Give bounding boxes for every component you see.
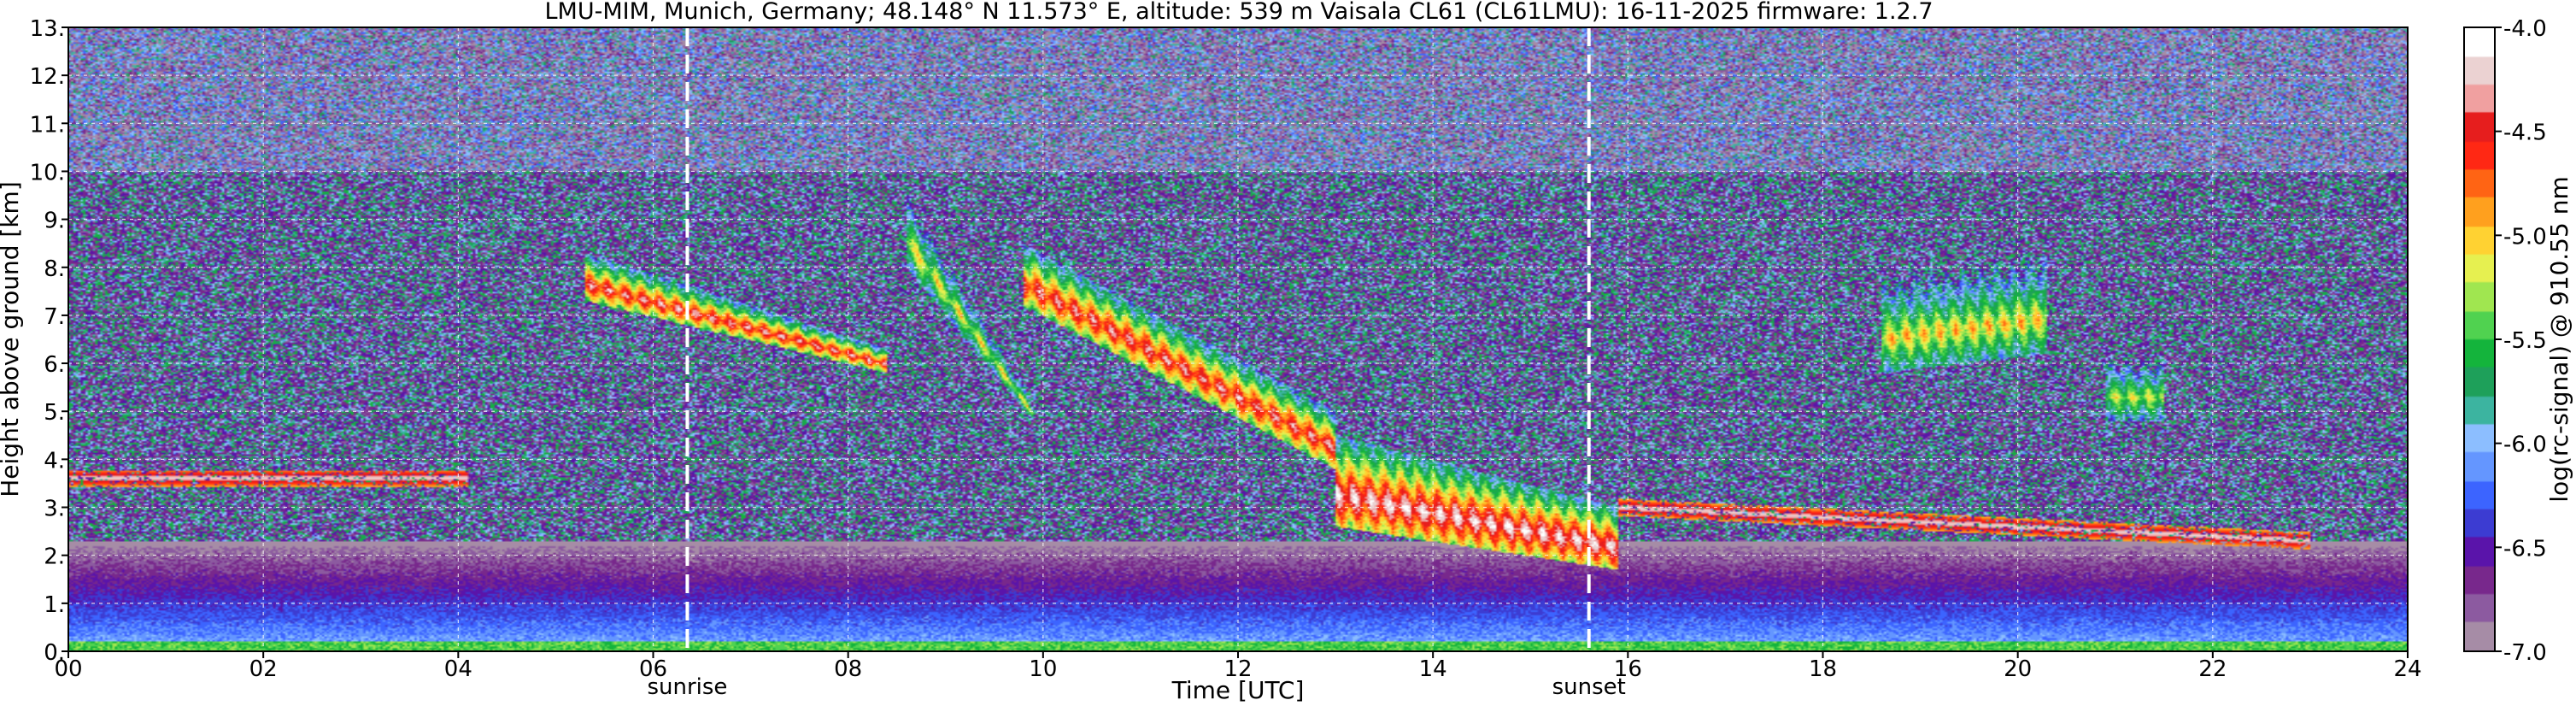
y-tick-label: 11. [30, 112, 65, 138]
x-tick-label: 08 [834, 656, 862, 682]
y-tick-label: 12. [30, 64, 65, 90]
x-tick-label: 22 [2198, 656, 2227, 682]
colorbar-tick-label: -5.5 [2503, 328, 2547, 354]
colorbar: -4.0 -4.5 -5.0 -5.5 -6.0 -6.5 -7.0 [2463, 16, 2547, 666]
chart-title: LMU-MIM, Munich, Germany; 48.148° N 11.5… [544, 0, 1933, 25]
sun-markers [685, 27, 1591, 651]
colorbar-tick-label: -6.5 [2503, 536, 2547, 562]
y-tick-label: 3. [44, 497, 65, 522]
x-axis-label: Time [UTC] [1171, 676, 1305, 704]
plot-area [67, 26, 2409, 652]
x-tick-label: 02 [249, 656, 278, 682]
sun-marker-labels: sunrise sunset [647, 674, 1625, 700]
y-tick-label: 4. [44, 448, 65, 474]
y-tick-label: 0. [44, 640, 65, 666]
y-tick-label: 2. [44, 544, 65, 570]
x-tick-label: 14 [1419, 656, 1447, 682]
grid-lines [68, 27, 2408, 651]
x-tick-label: 04 [444, 656, 472, 682]
x-tick-label: 18 [1809, 656, 1837, 682]
y-tick-label: 1. [44, 592, 65, 618]
backscatter-heatmap [68, 27, 2408, 651]
colorbar-tick-label: -7.0 [2503, 640, 2547, 666]
y-tick-label: 6. [44, 352, 65, 378]
y-tick-label: 5. [44, 400, 65, 426]
colorbar-tick-label: -6.0 [2503, 432, 2547, 458]
x-tick-label: 16 [1614, 656, 1642, 682]
colorbar-label: log(rc-signal) @ 910.55 nm [2545, 176, 2573, 502]
y-tick-label: 9. [44, 209, 65, 234]
x-axis: 00 02 04 06 08 10 12 14 16 18 20 22 24 [54, 651, 2422, 682]
y-axis-label: Height above ground [km] [0, 181, 24, 497]
y-tick-label: 13. [30, 16, 65, 42]
x-tick-label: 10 [1029, 656, 1057, 682]
y-tick-label: 8. [44, 256, 65, 282]
colorbar-ticks: -4.0 -4.5 -5.0 -5.5 -6.0 -6.5 -7.0 [2495, 16, 2547, 666]
y-axis: 0. 1. 2. 3. 4. 5. 6. 7. 8. 9. 10. 11. 12. 13. [30, 16, 68, 666]
x-tick-label: 20 [2004, 656, 2032, 682]
y-tick-label: 7. [44, 304, 65, 330]
colorbar-tick-label: -4.0 [2503, 16, 2547, 42]
marker-label: sunset [1552, 674, 1626, 700]
colorbar-gradient [2464, 27, 2495, 651]
x-tick-label: 24 [2393, 656, 2421, 682]
x-tick-label: 00 [54, 656, 82, 682]
x-tick-label: 06 [639, 656, 667, 682]
marker-label: sunrise [647, 674, 727, 700]
y-tick-label: 10. [30, 160, 65, 185]
colorbar-tick-label: -5.0 [2503, 224, 2547, 250]
x-tick-label: 12 [1223, 656, 1252, 682]
colorbar-tick-label: -4.5 [2503, 121, 2547, 146]
